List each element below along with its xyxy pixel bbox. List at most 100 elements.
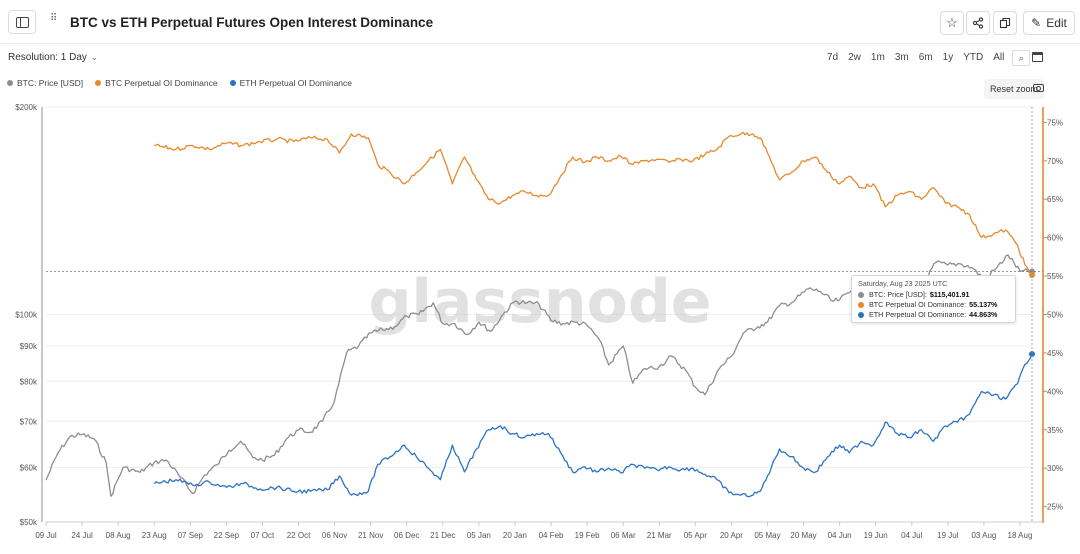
- tooltip-marker: [858, 292, 864, 298]
- tooltip-value: $115,401.91: [929, 290, 970, 299]
- range-button-ytd[interactable]: YTD: [963, 52, 984, 63]
- y-right-tick-label: 40%: [1047, 387, 1063, 396]
- x-tick-label: 07 Sep: [178, 531, 204, 540]
- legend-item-btc-oi[interactable]: BTC Perpetual OI Dominance: [95, 78, 218, 88]
- legend-label: BTC Perpetual OI Dominance: [105, 78, 218, 88]
- tooltip-row-btc-oi: BTC Perpetual OI Dominance: 55.137%: [858, 300, 1009, 310]
- chart-tooltip: Saturday, Aug 23 2025 UTC BTC: Price [US…: [851, 275, 1016, 323]
- y-right-tick-label: 35%: [1047, 426, 1063, 435]
- star-icon: ☆: [946, 15, 958, 30]
- y-right-tick-label: 30%: [1047, 464, 1063, 473]
- x-tick-label: 06 Nov: [322, 531, 347, 540]
- sidebar-toggle-button[interactable]: [8, 10, 36, 34]
- resolution-label: Resolution: 1 Day: [8, 52, 87, 63]
- x-tick-label: 03 Aug: [971, 531, 996, 540]
- duplicate-button[interactable]: [993, 11, 1017, 35]
- x-tick-label: 20 Jan: [503, 531, 527, 540]
- x-tick-label: 23 Aug: [142, 531, 167, 540]
- x-tick-label: 20 Apr: [720, 531, 743, 540]
- y-right-tick-label: 45%: [1047, 349, 1063, 358]
- x-tick-label: 18 Aug: [1008, 531, 1033, 540]
- legend-marker: [95, 80, 102, 86]
- tooltip-label: BTC: Price [USD]:: [869, 290, 927, 299]
- screenshot-button[interactable]: [1029, 80, 1047, 96]
- legend-marker: [7, 80, 13, 86]
- watermark: glassnode: [368, 267, 711, 337]
- tooltip-row-btc-price: BTC: Price [USD]: $115,401.91: [858, 290, 1009, 300]
- tooltip-value: 55.137%: [969, 300, 998, 309]
- btc-oi-dominance-line: [154, 131, 1033, 276]
- y-left-tick-label: $60k: [20, 463, 38, 472]
- reset-zoom-button[interactable]: Reset zoom: [984, 79, 1045, 99]
- share-icon: [972, 17, 984, 29]
- legend-label: BTC: Price [USD]: [17, 78, 84, 88]
- y-left-tick-label: $90k: [20, 342, 38, 351]
- y-right-tick-label: 75%: [1047, 118, 1063, 127]
- tooltip-marker: [858, 312, 864, 318]
- y-right-tick-label: 55%: [1047, 272, 1063, 281]
- zoom-select-icon[interactable]: ⌕: [1012, 50, 1031, 66]
- edit-button[interactable]: ✎ Edit: [1023, 11, 1075, 35]
- sidebar-panel-icon: [15, 16, 29, 28]
- range-button-2w[interactable]: 2w: [848, 52, 861, 63]
- legend-item-eth-oi[interactable]: ETH Perpetual OI Dominance: [229, 78, 352, 88]
- calendar-icon: [1031, 52, 1043, 62]
- range-button-6m[interactable]: 6m: [918, 52, 933, 63]
- crosshair: [46, 107, 1043, 522]
- x-tick-label: 04 Jun: [828, 531, 852, 540]
- tooltip-label: BTC Perpetual OI Dominance:: [869, 300, 967, 309]
- x-tick-label: 19 Jun: [864, 531, 888, 540]
- y-left-tick-label: $200k: [15, 103, 38, 112]
- y-right-tick-label: 70%: [1047, 157, 1063, 166]
- page-title: BTC vs ETH Perpetual Futures Open Intere…: [70, 15, 434, 30]
- x-tick-label: 08 Aug: [106, 531, 131, 540]
- camera-icon: [1032, 84, 1044, 92]
- x-tick-label: 06 Dec: [394, 531, 419, 540]
- x-tick-label: 22 Sep: [214, 531, 240, 540]
- x-tick-label: 07 Oct: [251, 531, 275, 540]
- eth-oi-dominance-line-endpoint: [1029, 350, 1035, 357]
- x-tick-label: 09 Jul: [35, 531, 57, 540]
- eth-oi-dominance-line: [153, 353, 1033, 498]
- range-button-1m[interactable]: 1m: [870, 52, 885, 63]
- legend-item-btc-price[interactable]: BTC: Price [USD]: [7, 78, 83, 88]
- drag-handle-icon[interactable]: ⠿: [50, 13, 59, 24]
- y-left-tick-label: $50k: [20, 518, 38, 527]
- favorite-button[interactable]: ☆: [940, 11, 964, 35]
- chevron-down-icon: ⌄: [90, 53, 98, 62]
- y-left-tick-label: $70k: [20, 417, 38, 426]
- date-picker-button[interactable]: [1026, 47, 1048, 67]
- pencil-icon: ✎: [1031, 16, 1042, 30]
- tooltip-value: 44.863%: [969, 310, 998, 319]
- resolution-select[interactable]: Resolution: 1 Day ⌄: [8, 52, 98, 63]
- x-tick-label: 21 Mar: [647, 531, 672, 540]
- share-button[interactable]: [966, 11, 990, 35]
- tooltip-date: Saturday, Aug 23 2025 UTC: [858, 279, 948, 288]
- x-tick-label: 04 Jul: [901, 531, 923, 540]
- x-tick-label: 05 Apr: [684, 531, 707, 540]
- edit-button-label: Edit: [1046, 16, 1067, 30]
- y-left-tick-label: $80k: [20, 377, 38, 386]
- x-tick-label: 22 Oct: [287, 531, 311, 540]
- range-button-3m[interactable]: 3m: [894, 52, 909, 63]
- x-tick-label: 04 Feb: [539, 531, 564, 540]
- chart-header: ⠿ BTC vs ETH Perpetual Futures Open Inte…: [0, 0, 1080, 44]
- x-tick-label: 19 Feb: [575, 531, 600, 540]
- tooltip-row-eth-oi: ETH Perpetual OI Dominance: 44.863%: [858, 310, 1009, 320]
- x-tick-label: 24 Jul: [71, 531, 93, 540]
- copy-icon: [999, 17, 1011, 29]
- time-range-selector: 7d 2w 1m 3m 6m 1y YTD All ⌕: [822, 49, 1031, 67]
- y-right-tick-label: 60%: [1047, 234, 1063, 243]
- chart-area[interactable]: glassnode $50k $60k $70k $80k $90k $100k $200k…: [0, 100, 1080, 554]
- range-button-all[interactable]: All: [993, 52, 1005, 63]
- y-right-tick-label: 25%: [1047, 503, 1063, 512]
- x-tick-label: 19 Jul: [937, 531, 959, 540]
- chart-legend: BTC: Price [USD] BTC Perpetual OI Domina…: [7, 78, 364, 88]
- tooltip-label: ETH Perpetual OI Dominance:: [869, 310, 967, 319]
- range-button-7d[interactable]: 7d: [827, 52, 839, 63]
- y-right-tick-label: 50%: [1047, 311, 1063, 320]
- y-left-tick-label: $100k: [15, 311, 38, 320]
- x-tick-label: 21 Dec: [430, 531, 455, 540]
- tooltip-marker: [858, 302, 864, 308]
- range-button-1y[interactable]: 1y: [942, 52, 954, 63]
